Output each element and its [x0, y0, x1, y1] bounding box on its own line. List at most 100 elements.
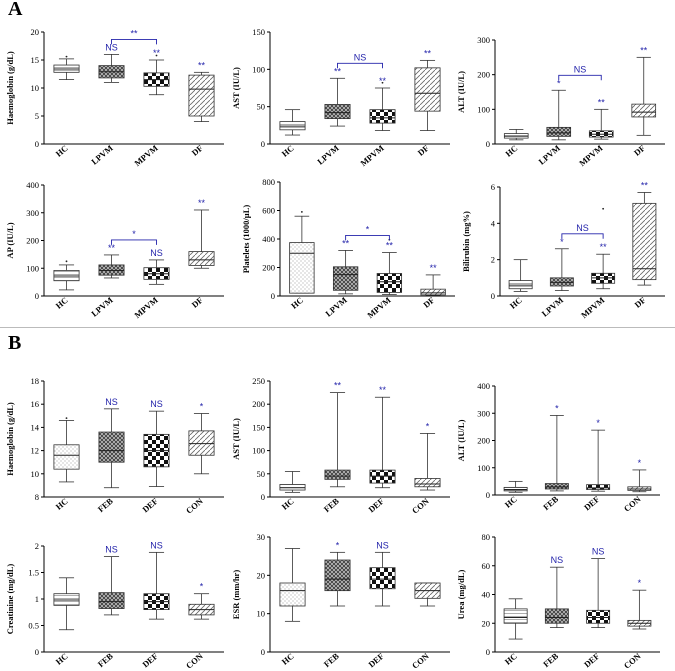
significance-label: ** — [600, 242, 608, 252]
chart-2: 0 50 100 150 AST (IU/L) HC ** LPVM ** MPVM ** DF NS — [231, 27, 450, 168]
x-tick-label: LPVM — [323, 295, 349, 319]
significance-label: ** — [153, 48, 161, 58]
box-iqr — [98, 431, 125, 463]
significance-label: * — [638, 578, 642, 588]
significance-label: NS — [592, 547, 605, 557]
x-tick-label: FEB — [322, 496, 341, 514]
x-tick-label: LPVM — [315, 143, 341, 167]
box-iqr — [631, 103, 657, 118]
box-con: * — [414, 421, 441, 491]
x-tick-label: CON — [622, 650, 644, 670]
y-tick-label: 40 — [482, 590, 491, 600]
y-tick-label: 0 — [35, 139, 39, 149]
significance-label: NS — [376, 540, 389, 550]
box-con: * — [627, 458, 652, 493]
y-tick-label: 400 — [26, 180, 39, 190]
box-hc — [279, 109, 306, 136]
box-df: ** — [188, 60, 215, 122]
x-tick-label: FEB — [541, 494, 560, 512]
x-tick-label: HC — [54, 143, 70, 159]
y-tick-label: 600 — [262, 206, 275, 216]
x-tick-label: CON — [184, 495, 206, 515]
box-lpvm: ** — [98, 243, 125, 279]
significance-label: * — [555, 403, 559, 413]
y-tick-label: 15 — [31, 55, 40, 65]
box-feb: * — [544, 403, 569, 492]
y-tick-label: 0 — [261, 139, 265, 149]
x-tick-label: LPVM — [89, 143, 115, 167]
bracket-line — [337, 62, 383, 69]
y-tick-label: 0 — [486, 490, 490, 500]
significance-label: NS — [105, 397, 118, 407]
x-tick-label: HC — [54, 651, 70, 667]
y-tick-label: 200 — [262, 263, 275, 273]
box-feb: NS — [98, 397, 125, 489]
x-tick-label: DEF — [140, 496, 159, 515]
chart-8: 0 50 100 150 200 250 AST (IU/L) HC ** FEB ** DEF * CO… — [231, 376, 450, 516]
y-tick-label: 100 — [26, 263, 39, 273]
box-iqr — [369, 567, 396, 590]
y-axis-title: AP (IU/L) — [5, 222, 15, 258]
outlier-point — [300, 211, 303, 213]
box-con: * — [188, 582, 215, 620]
y-tick-label: 0 — [271, 291, 275, 301]
x-tick-label: MPVM — [365, 295, 392, 320]
y-tick-label: 100 — [477, 463, 490, 473]
box-iqr — [324, 104, 351, 120]
x-tick-label: FEB — [322, 651, 341, 669]
x-tick-label: CON — [184, 650, 206, 670]
significance-label: * — [426, 421, 430, 431]
x-tick-label: LPVM — [540, 295, 566, 319]
significance-label: ** — [198, 60, 206, 70]
bracket-line — [561, 233, 604, 239]
y-tick-label: 10 — [31, 83, 40, 93]
y-tick-label: 14 — [31, 422, 40, 432]
y-axis-title: Platelets (1000/µL) — [241, 205, 251, 274]
y-tick-label: 4 — [491, 218, 496, 228]
box-iqr — [376, 273, 403, 293]
comparison-bracket: NS — [337, 52, 383, 69]
significance-label: * — [336, 540, 340, 550]
y-tick-label: 200 — [477, 436, 490, 446]
box-def: ** — [369, 385, 396, 489]
box-iqr — [332, 266, 359, 291]
y-tick-label: 150 — [252, 422, 265, 432]
y-tick-label: 16 — [31, 399, 40, 409]
y-tick-label: 10 — [31, 469, 40, 479]
box-mpvm: ** — [591, 207, 616, 290]
y-tick-label: 100 — [252, 64, 265, 74]
y-tick-label: 50 — [257, 469, 266, 479]
x-tick-label: HC — [289, 295, 305, 311]
chart-11: 0 10 20 30 ESR (mm/hr) HC * FEB NS DEF CON — [231, 532, 450, 671]
y-tick-label: 300 — [477, 408, 490, 418]
box-feb: NS — [544, 555, 569, 628]
x-tick-label: DF — [190, 295, 205, 310]
y-tick-label: 150 — [252, 27, 265, 37]
box-iqr — [53, 593, 80, 606]
box-mpvm: ** — [369, 76, 396, 131]
y-axis-title: Bilirubin (mg%) — [461, 211, 471, 272]
box-df: ** — [632, 180, 657, 286]
box-iqr — [369, 109, 396, 124]
x-tick-label: HC — [54, 295, 70, 311]
box-iqr — [544, 483, 569, 490]
y-axis-title: Haemoglobin (g/dL) — [5, 51, 15, 125]
outlier-point — [65, 260, 68, 263]
significance-label: * — [560, 237, 564, 247]
y-tick-label: 400 — [477, 381, 490, 391]
box-feb: ** — [324, 381, 351, 488]
x-tick-label: HC — [280, 651, 296, 667]
x-tick-label: DEF — [366, 651, 385, 670]
outlier-point — [65, 417, 68, 420]
x-tick-label: MPVM — [358, 143, 385, 168]
chart-3: 0 100 200 300 ALT (IU/L) HC * LPVM ** MPVM ** DF NS — [456, 35, 665, 168]
y-tick-label: 100 — [252, 446, 265, 456]
bracket-line — [111, 239, 157, 245]
x-tick-label: MPVM — [579, 295, 606, 320]
box-lpvm: ** — [324, 66, 351, 127]
y-tick-label: 2 — [35, 541, 39, 551]
box-df: ** — [631, 45, 657, 136]
box-iqr — [188, 251, 215, 266]
y-tick-label: 5 — [35, 111, 39, 121]
x-tick-label: DEF — [582, 651, 601, 670]
